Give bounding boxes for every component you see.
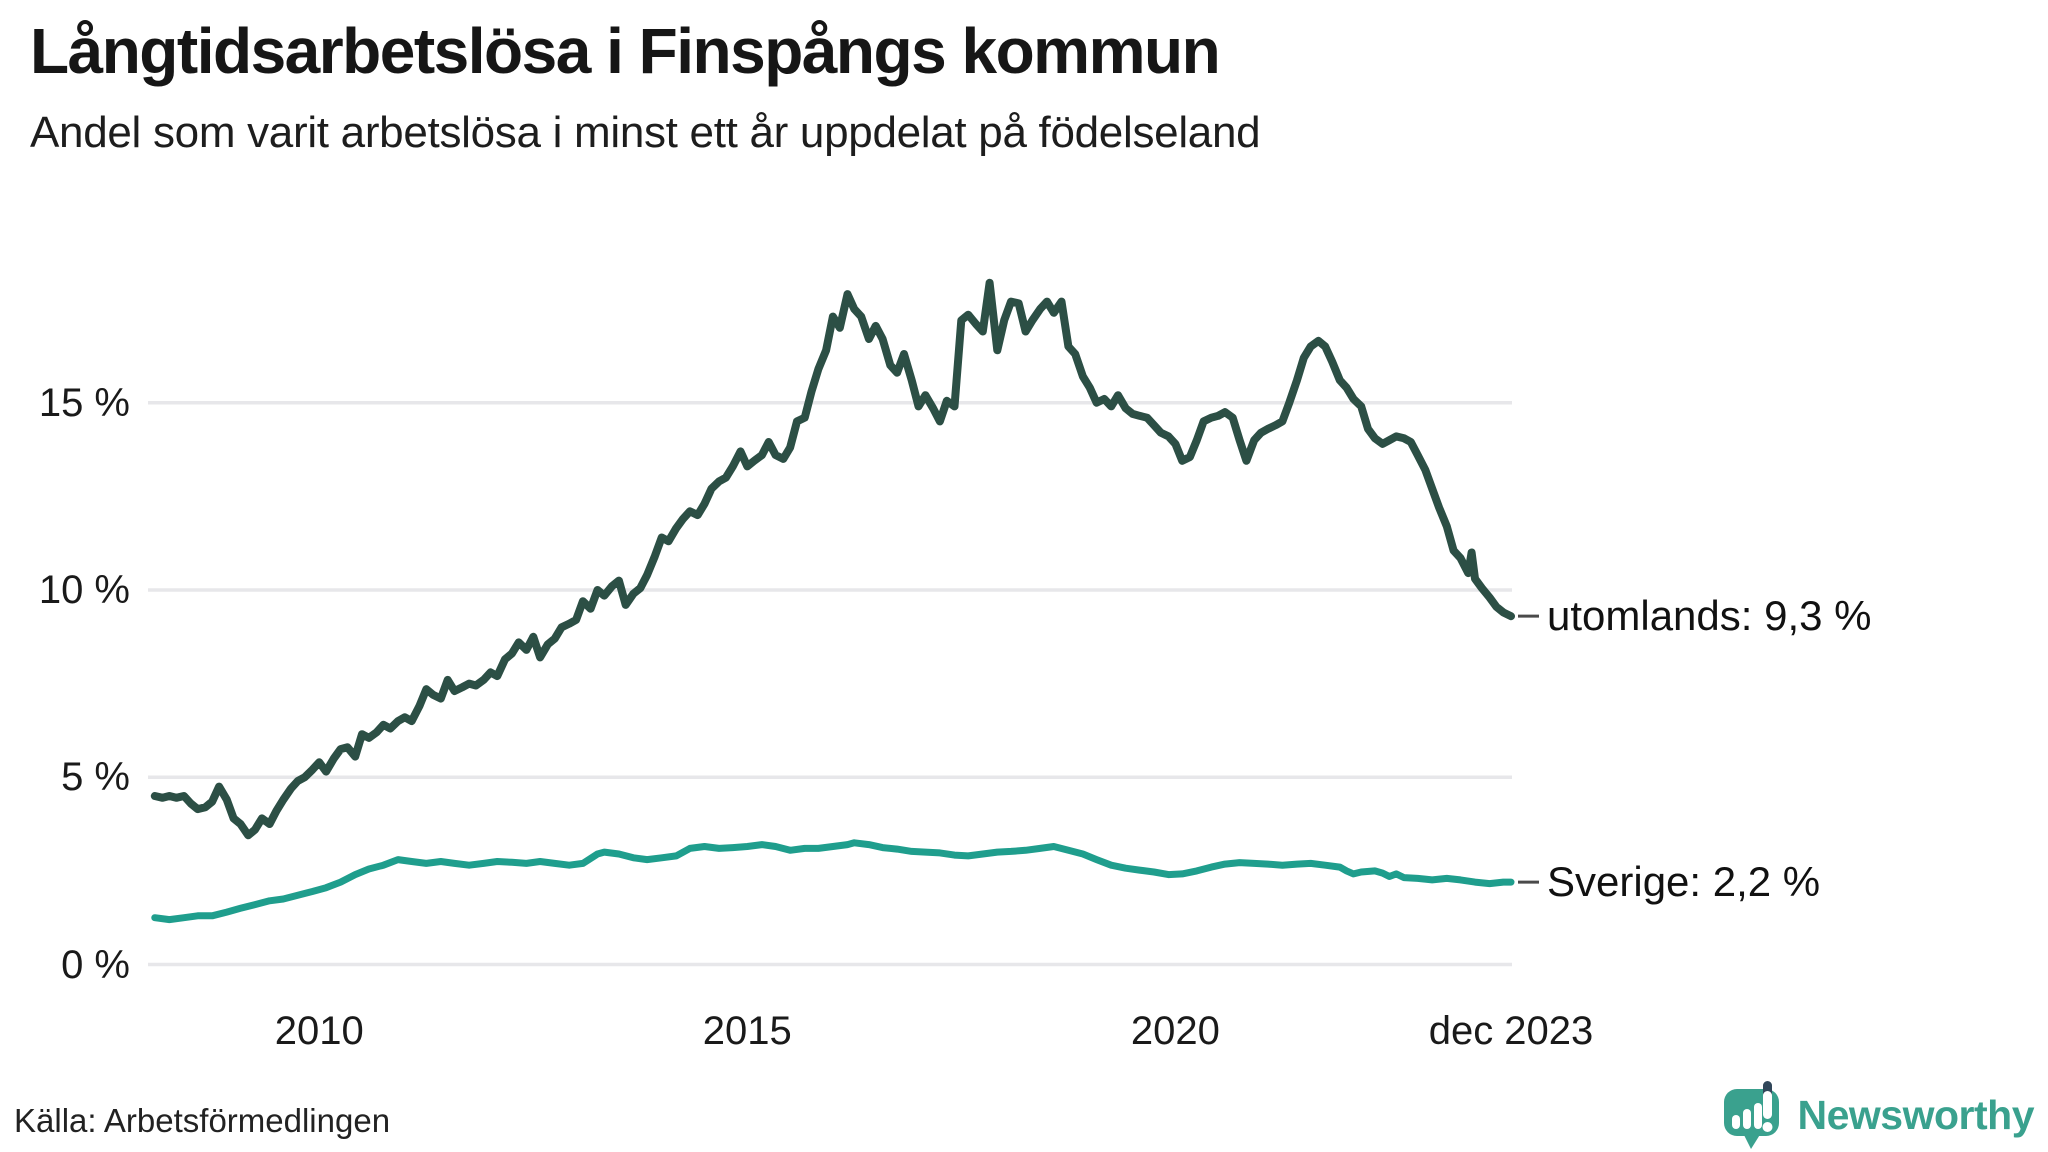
y-axis-tick-label: 5 % — [61, 755, 130, 800]
y-axis-tick-label: 0 % — [61, 942, 130, 987]
series-end-label-sverige: Sverige: 2,2 % — [1547, 858, 1821, 906]
x-axis-tick-label: 2020 — [1130, 1009, 1220, 1053]
x-axis-tick-label: dec 2023 — [1428, 1009, 1594, 1053]
newsworthy-logo: Newsworthy — [1722, 1080, 2035, 1150]
series-end-label-utomlands: utomlands: 9,3 % — [1547, 592, 1872, 640]
series-line-utomlands — [150, 278, 1515, 840]
x-axis-tick-label: 2010 — [274, 1009, 364, 1053]
x-axis-tick-label: 2015 — [702, 1009, 792, 1053]
y-axis-tick-label: 15 % — [38, 380, 130, 425]
newsworthy-logo-text: Newsworthy — [1797, 1091, 2035, 1138]
chart-title: Långtidsarbetslösa i Finspångs kommun — [30, 15, 1221, 87]
newsworthy-bubble-chart-icon — [1723, 1081, 1779, 1149]
series-line-sverige — [151, 839, 1515, 924]
source-label: Källa: Arbetsförmedlingen — [14, 1102, 391, 1139]
chart-subtitle: Andel som varit arbetslösa i minst ett å… — [30, 108, 1261, 157]
y-axis-tick-label: 10 % — [38, 567, 130, 612]
